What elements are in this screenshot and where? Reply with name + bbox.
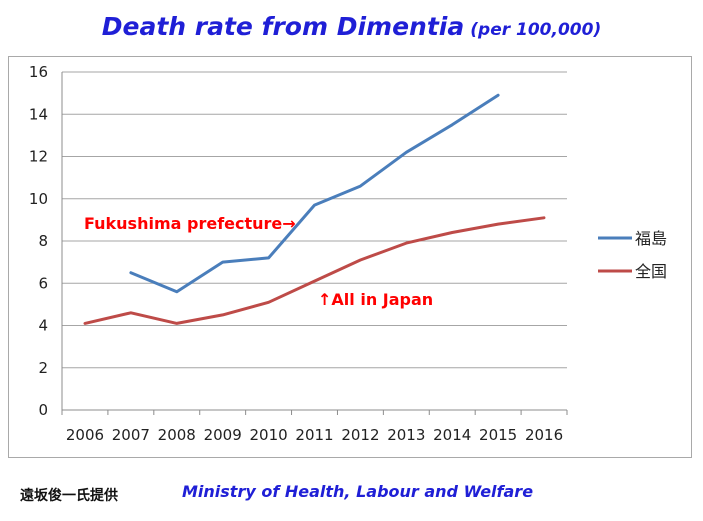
x-tick-label: 2006 <box>66 426 104 444</box>
series-line <box>129 93 500 294</box>
x-tick-label: 2015 <box>479 426 517 444</box>
x-tick-label: 2009 <box>204 426 242 444</box>
chart-title-unit: (per 100,000) <box>470 20 602 40</box>
x-tick-label: 2008 <box>158 426 196 444</box>
series-lines <box>83 93 546 325</box>
series-line <box>83 216 546 325</box>
chart-title-main: Death rate from Dimentia <box>101 12 465 41</box>
x-axis-ticks: 2006 2007 2008 2009 2010 2011 2012 2013 2014 2015… <box>61 410 568 444</box>
y-tick-label: 6 <box>38 274 48 292</box>
y-tick-label: 2 <box>38 359 48 377</box>
annotation-label: ↑All in Japan <box>318 290 433 309</box>
x-tick-label: 2012 <box>341 426 379 444</box>
x-tick-label: 2016 <box>525 426 563 444</box>
y-tick-label: 0 <box>38 401 48 419</box>
x-tick-label: 2007 <box>112 426 150 444</box>
gridlines <box>61 71 567 411</box>
chart-frame <box>8 56 692 458</box>
legend-label: 全国 <box>635 262 667 281</box>
y-tick-label: 12 <box>29 148 48 166</box>
legend-label: 福島 <box>635 229 667 248</box>
x-tick-label: 2013 <box>387 426 425 444</box>
annotation-label: Fukushima prefecture→ <box>84 214 296 233</box>
y-tick-label: 8 <box>38 232 48 250</box>
chart-title: Death rate from Dimentia (per 100,000) <box>0 12 703 41</box>
y-axis-ticks: 0 2 4 6 8 10 12 14 16 <box>29 63 48 419</box>
annotations: Fukushima prefecture→ ↑All in Japan <box>84 214 433 309</box>
y-tick-label: 16 <box>29 63 48 81</box>
y-tick-label: 14 <box>29 105 48 123</box>
x-tick-label: 2011 <box>295 426 333 444</box>
x-tick-label: 2014 <box>433 426 471 444</box>
x-tick-label: 2010 <box>249 426 287 444</box>
y-tick-label: 4 <box>38 317 48 335</box>
credit-japanese: 遠坂俊一氏提供 <box>20 488 118 504</box>
credit-english: Ministry of Health, Labour and Welfare <box>182 482 534 501</box>
y-tick-label: 10 <box>29 190 48 208</box>
